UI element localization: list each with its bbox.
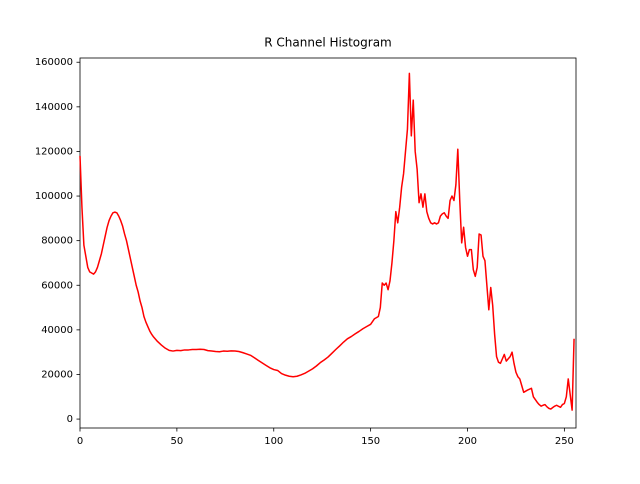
x-tick-label: 0: [77, 436, 83, 447]
y-tick-label: 80000: [41, 236, 73, 247]
data-line: [79, 72, 575, 411]
axes-frame: [79, 57, 577, 429]
y-tick-label: 160000: [35, 57, 73, 68]
x-tick-label: 100: [264, 436, 283, 447]
x-tick-label: 50: [171, 436, 184, 447]
y-tick-label: 100000: [35, 191, 73, 202]
y-tick-label: 20000: [41, 369, 73, 380]
chart-title: R Channel Histogram: [264, 36, 391, 50]
x-tick-label: 150: [361, 436, 380, 447]
y-tick-label: 40000: [41, 325, 73, 336]
y-tick-label: 140000: [35, 102, 73, 113]
y-tick-label: 120000: [35, 146, 73, 157]
x-tick-label: 200: [458, 436, 477, 447]
y-tick-label: 0: [67, 414, 73, 425]
x-tick-label: 250: [555, 436, 574, 447]
y-tick-label: 60000: [41, 280, 73, 291]
